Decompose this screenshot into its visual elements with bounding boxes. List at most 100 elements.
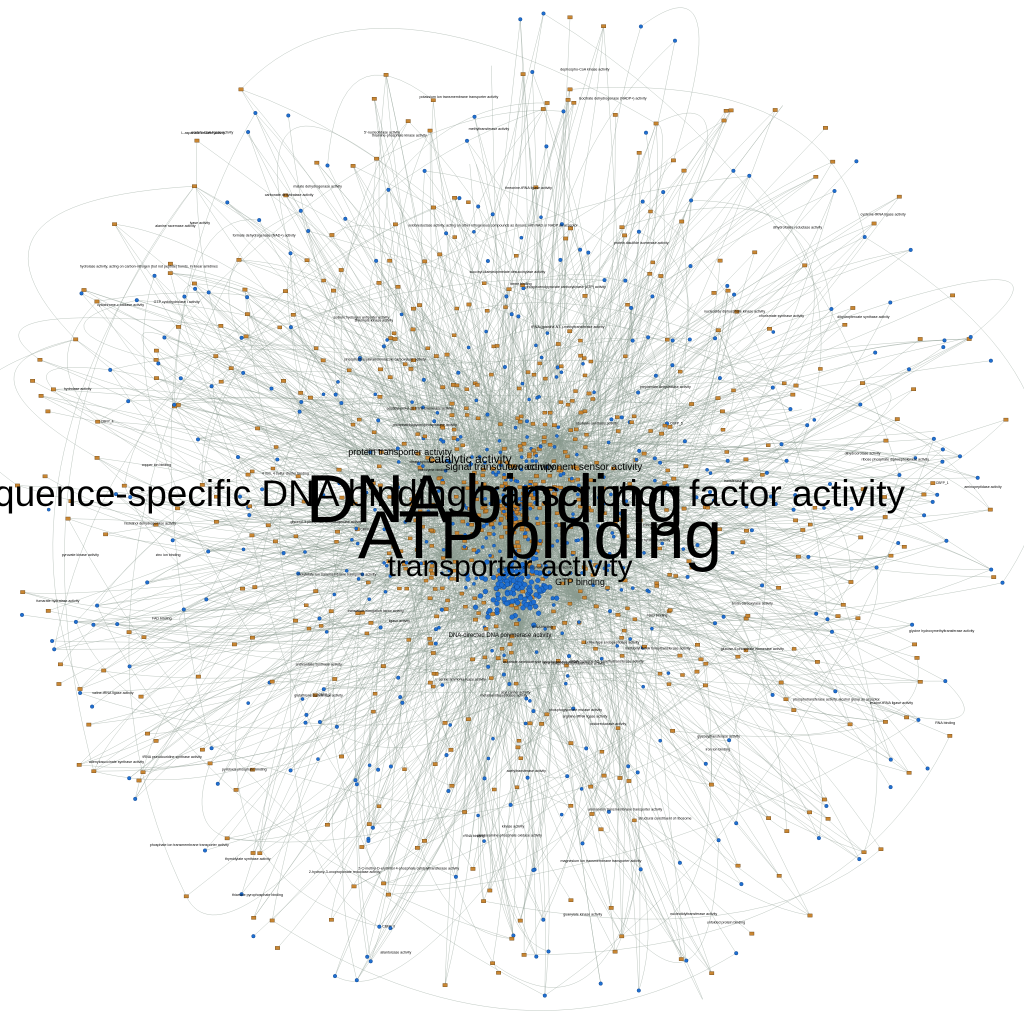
- gene-node: [705, 506, 710, 510]
- term-node: [602, 475, 606, 480]
- term-node: [497, 575, 503, 581]
- gene-node: [469, 558, 474, 562]
- gene-node: [548, 487, 553, 491]
- term-node: [530, 69, 535, 74]
- gene-node: [619, 225, 625, 230]
- term-node: [888, 300, 893, 305]
- term-node: [913, 456, 918, 460]
- gene-node: [213, 354, 219, 358]
- term-node: [426, 509, 431, 514]
- gene-node: [715, 396, 721, 400]
- term-label: methyltransferase activity: [469, 127, 510, 131]
- gene-node: [489, 676, 494, 680]
- gene-node: [531, 536, 536, 540]
- gene-node: [647, 272, 653, 276]
- gene-node: [567, 87, 573, 92]
- gene-node: [515, 416, 520, 420]
- gene-node: [378, 367, 383, 372]
- term-label: acetate-CoA ligase activity: [191, 131, 233, 135]
- gene-node: [499, 516, 504, 521]
- gene-node: [414, 502, 419, 506]
- gene-node: [611, 466, 616, 471]
- term-label: tRNA (guanine-N7-)-methyltransferase act…: [531, 325, 605, 329]
- term-node: [828, 482, 833, 487]
- term-label: glucose-6-phosphate isomerase activity: [721, 647, 784, 651]
- gene-node: [199, 483, 205, 487]
- term-node: [931, 436, 936, 441]
- gene-node: [599, 750, 605, 754]
- term-node: [275, 457, 280, 462]
- gene-node: [575, 467, 580, 471]
- gene-node: [518, 756, 523, 760]
- gene-node: [153, 739, 159, 743]
- term-node: [658, 738, 663, 743]
- term-node: [376, 767, 381, 772]
- gene-node: [521, 518, 527, 522]
- gene-node: [531, 373, 537, 377]
- term-node: [115, 622, 120, 627]
- gene-node: [678, 957, 684, 961]
- gene-node: [458, 534, 463, 538]
- term-node: [518, 17, 523, 22]
- term-node: [480, 498, 484, 502]
- node-layer: [15, 11, 1009, 998]
- gene-node: [921, 492, 927, 497]
- term-node: [874, 565, 879, 570]
- gene-node: [301, 499, 307, 504]
- gene-node: [593, 604, 599, 609]
- term-node: [764, 470, 769, 475]
- term-node: [439, 607, 444, 612]
- gene-node: [582, 595, 587, 600]
- term-label: prephenate dehydratase activity: [640, 385, 691, 389]
- term-node: [134, 298, 139, 303]
- term-node: [989, 567, 994, 572]
- term-node: [419, 561, 423, 566]
- term-node: [536, 587, 543, 593]
- gene-node: [471, 548, 477, 552]
- term-node: [303, 720, 308, 725]
- term-node: [477, 455, 482, 459]
- gene-node: [20, 590, 26, 594]
- gene-node: [599, 504, 604, 509]
- gene-node: [265, 523, 271, 527]
- gene-node: [466, 302, 472, 307]
- term-node: [925, 766, 930, 771]
- gene-node: [772, 108, 778, 112]
- gene-node: [537, 361, 542, 366]
- gene-node: [615, 726, 621, 730]
- term-node: [784, 458, 789, 463]
- term-node: [447, 460, 452, 464]
- gene-node: [269, 679, 275, 684]
- gene-node: [306, 626, 312, 631]
- term-node: [504, 581, 510, 587]
- term-node: [382, 527, 387, 532]
- gene-node: [725, 288, 731, 293]
- term-node: [321, 392, 326, 397]
- gene-node: [558, 400, 564, 404]
- gene-node: [430, 651, 436, 655]
- gene-node: [430, 98, 436, 102]
- gene-node: [192, 184, 197, 189]
- term-node: [491, 525, 496, 530]
- term-node: [520, 381, 525, 386]
- gene-node: [443, 607, 449, 611]
- gene-node: [387, 551, 392, 555]
- gene-node: [224, 836, 230, 841]
- term-label: riboflavin synthase activity: [576, 421, 618, 425]
- gene-node: [38, 394, 44, 398]
- gene-node: [321, 278, 326, 283]
- gene-node: [724, 450, 729, 454]
- gene-node: [503, 512, 508, 517]
- gene-node: [255, 426, 260, 431]
- gene-node: [507, 464, 513, 468]
- term-label: tRNA binding: [532, 625, 553, 629]
- gene-node: [511, 530, 517, 535]
- term-node: [91, 622, 96, 627]
- term-node: [519, 467, 524, 472]
- gene-node: [848, 580, 854, 584]
- gene-node: [914, 656, 920, 660]
- term-label: phosphoenolpyruvate carboxykinase (ATP) …: [525, 285, 606, 289]
- gene-node: [796, 554, 801, 559]
- term-label: aspartate-semialdehyde dehydrogenase act…: [503, 660, 579, 664]
- gene-node: [568, 741, 574, 745]
